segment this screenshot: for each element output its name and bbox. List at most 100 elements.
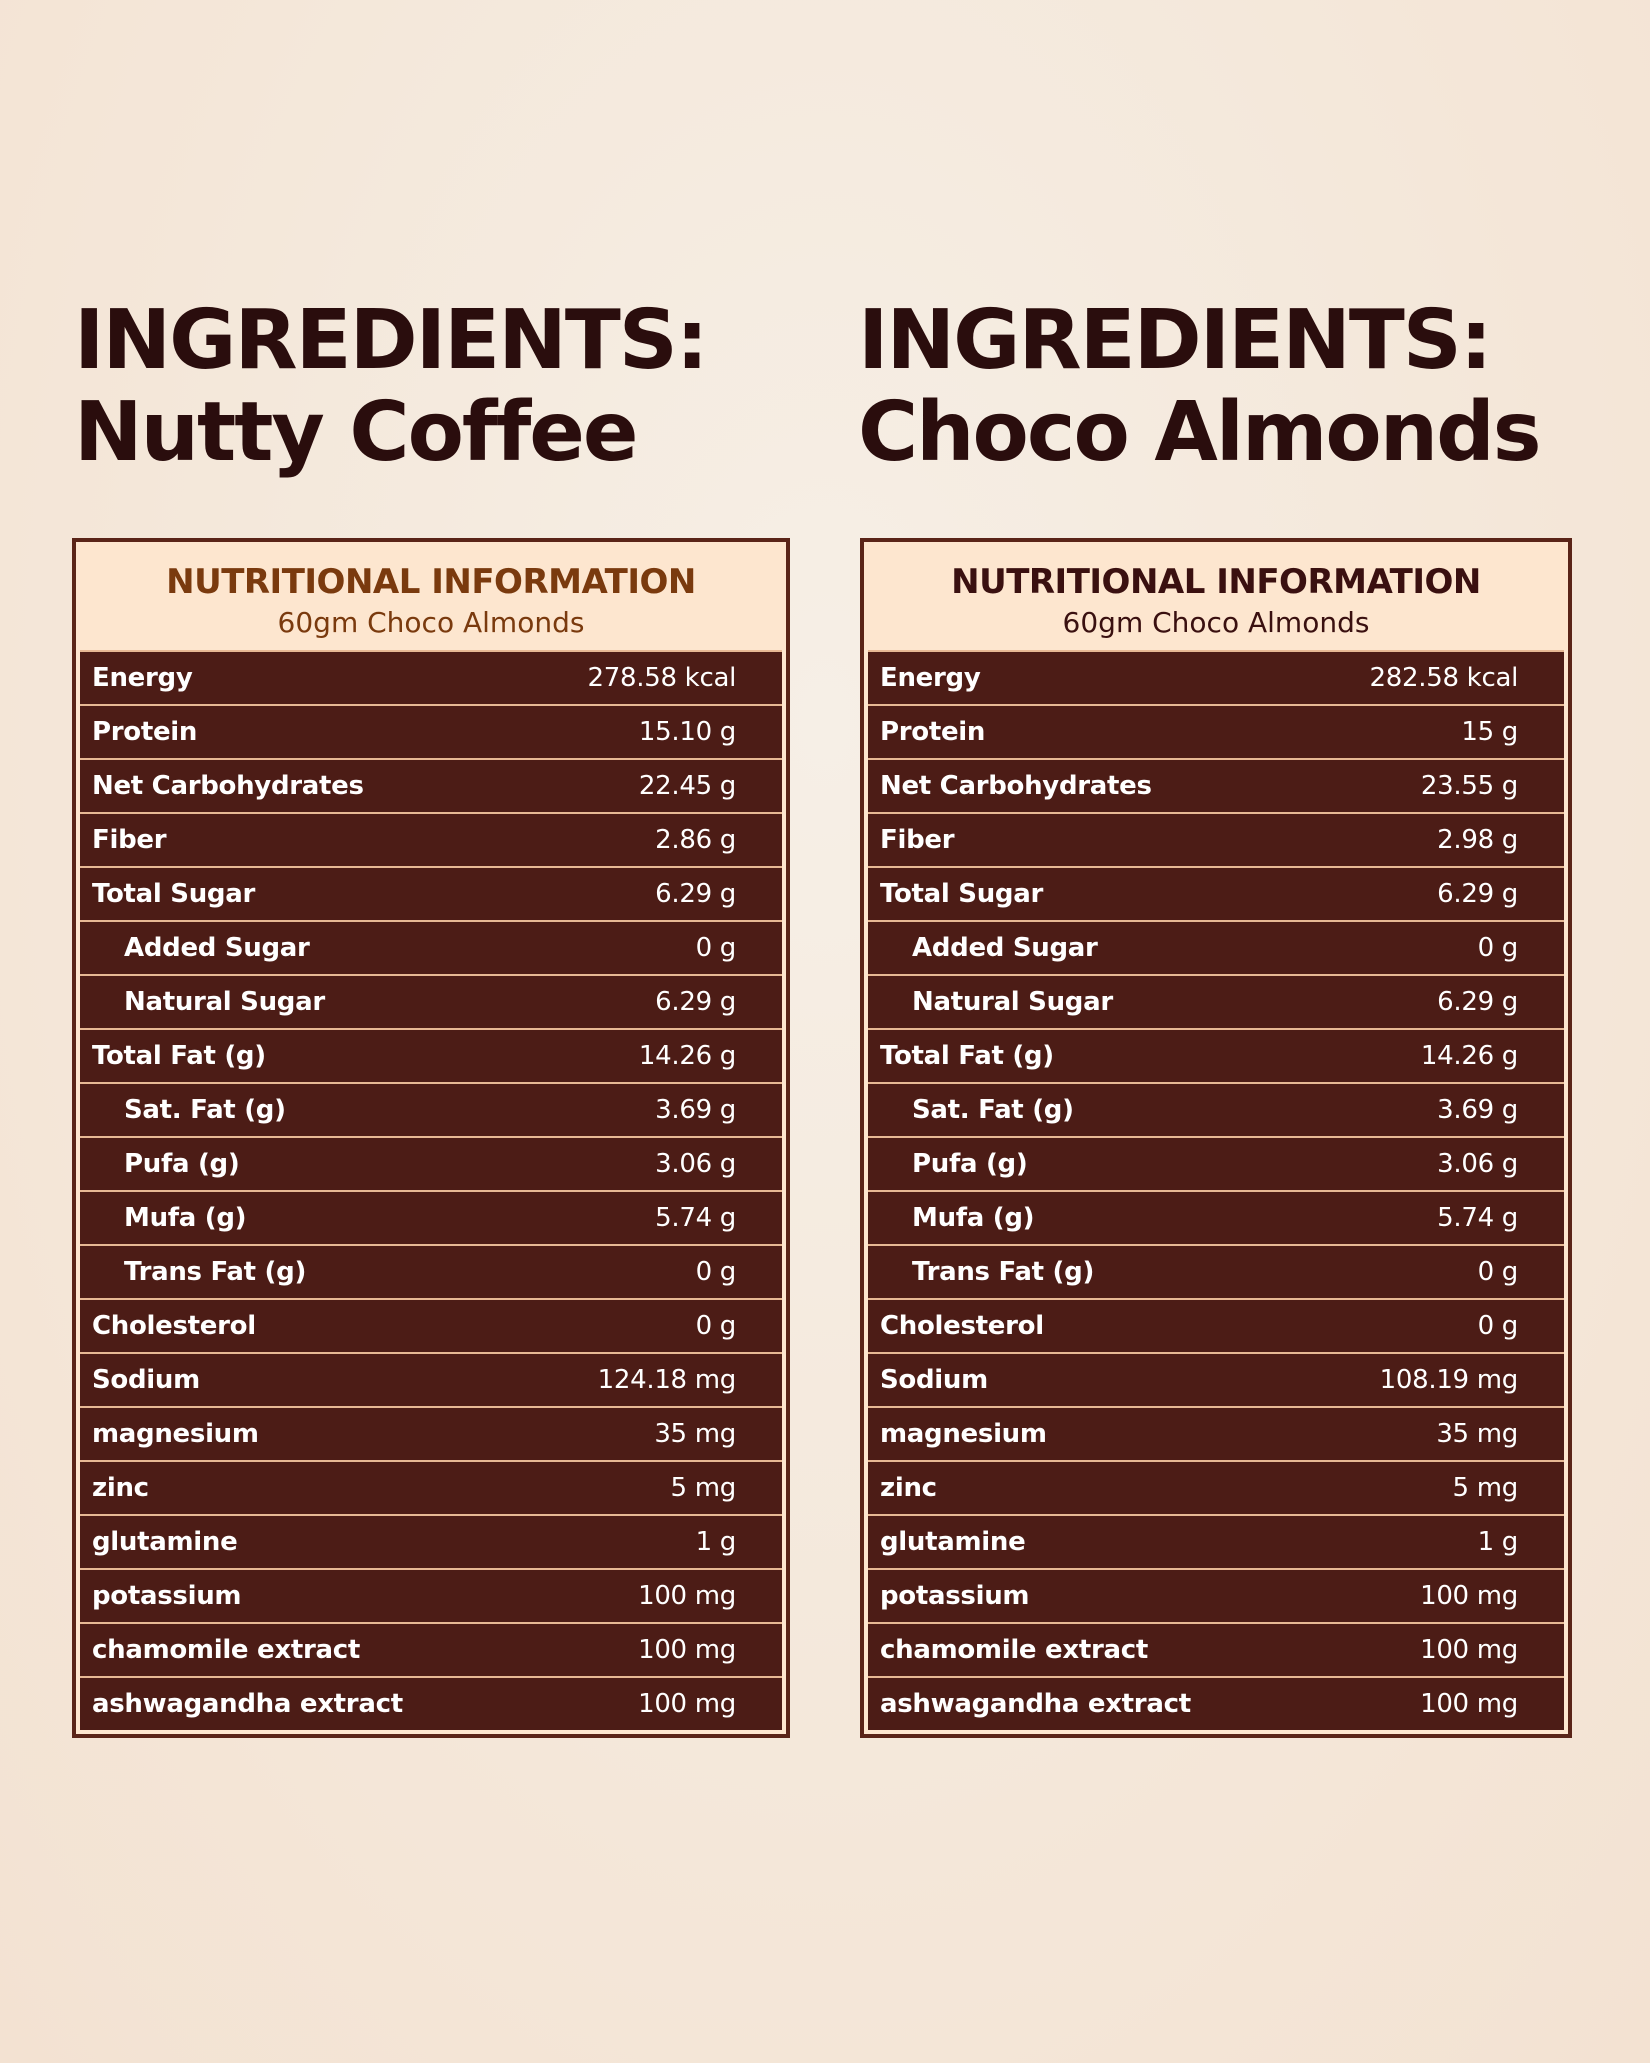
nutrient-value: 5 mg <box>670 1473 737 1503</box>
nutrient-value: 100 mg <box>1420 1635 1518 1665</box>
section-title: INGREDIENTS: Choco Almonds <box>858 295 1542 479</box>
nutrient-label: Total Sugar <box>880 879 1043 909</box>
table-row: Added Sugar 0 g <box>868 920 1564 974</box>
table-row: Energy 282.58 kcal <box>868 650 1564 704</box>
title-line-2: Nutty Coffee <box>74 385 638 480</box>
nutrient-label: Pufa (g) <box>912 1149 1028 1179</box>
nutrient-value: 5.74 g <box>655 1203 736 1233</box>
nutrient-label: glutamine <box>92 1527 238 1557</box>
nutrient-value: 3.69 g <box>1437 1095 1518 1125</box>
nutrient-value: 1 g <box>1477 1527 1519 1557</box>
table-row: Cholesterol 0 g <box>868 1298 1564 1352</box>
nutrient-label: Mufa (g) <box>124 1203 247 1233</box>
table-header: NUTRITIONAL INFORMATION 60gm Choco Almon… <box>868 546 1564 650</box>
nutrient-label: Net Carbohydrates <box>880 771 1152 801</box>
nutrient-label: Trans Fat (g) <box>124 1257 307 1287</box>
nutrient-label: ashwagandha extract <box>92 1689 403 1719</box>
nutrient-value: 5.74 g <box>1437 1203 1518 1233</box>
nutrient-label: chamomile extract <box>880 1635 1148 1665</box>
nutrient-value: 3.69 g <box>655 1095 736 1125</box>
nutrient-label: Sodium <box>880 1365 988 1395</box>
table-row: Pufa (g) 3.06 g <box>868 1136 1564 1190</box>
nutrient-value: 22.45 g <box>638 771 736 801</box>
nutrient-value: 100 mg <box>1420 1581 1518 1611</box>
nutrient-label: Energy <box>880 663 981 693</box>
nutrient-value: 14.26 g <box>1420 1041 1518 1071</box>
table-row: Cholesterol 0 g <box>80 1298 782 1352</box>
table-row: Sat. Fat (g) 3.69 g <box>80 1082 782 1136</box>
nutrient-value: 100 mg <box>638 1635 736 1665</box>
nutrient-label: Total Fat (g) <box>92 1041 266 1071</box>
table-row: Total Fat (g) 14.26 g <box>80 1028 782 1082</box>
nutrient-label: Sat. Fat (g) <box>912 1095 1074 1125</box>
table-subheading: 60gm Choco Almonds <box>277 606 585 639</box>
nutrient-value: 278.58 kcal <box>587 663 737 693</box>
table-row: Protein 15 g <box>868 704 1564 758</box>
table-row: potassium 100 mg <box>80 1568 782 1622</box>
nutrition-table: NUTRITIONAL INFORMATION 60gm Choco Almon… <box>860 538 1572 1738</box>
nutrient-label: chamomile extract <box>92 1635 360 1665</box>
table-row: Fiber 2.86 g <box>80 812 782 866</box>
nutrient-label: Fiber <box>880 825 955 855</box>
nutrient-value: 282.58 kcal <box>1369 663 1519 693</box>
table-row: Trans Fat (g) 0 g <box>80 1244 782 1298</box>
table-row: chamomile extract 100 mg <box>80 1622 782 1676</box>
section-title: INGREDIENTS: Nutty Coffee <box>74 293 709 480</box>
table-row: Net Carbohydrates 22.45 g <box>80 758 782 812</box>
nutrient-value: 6.29 g <box>1437 987 1518 1017</box>
nutrient-label: potassium <box>92 1581 242 1611</box>
nutrient-label: magnesium <box>92 1419 259 1449</box>
nutrient-label: Cholesterol <box>880 1311 1044 1341</box>
nutrient-label: ashwagandha extract <box>880 1689 1191 1719</box>
table-row: chamomile extract 100 mg <box>868 1622 1564 1676</box>
nutrient-value: 3.06 g <box>1437 1149 1518 1179</box>
table-heading: NUTRITIONAL INFORMATION <box>951 562 1481 602</box>
table-row: Mufa (g) 5.74 g <box>868 1190 1564 1244</box>
table-row: zinc 5 mg <box>868 1460 1564 1514</box>
table-row: Mufa (g) 5.74 g <box>80 1190 782 1244</box>
table-row: Sodium 124.18 mg <box>80 1352 782 1406</box>
nutrient-value: 6.29 g <box>1437 879 1518 909</box>
table-row: zinc 5 mg <box>80 1460 782 1514</box>
nutrient-label: Total Sugar <box>92 879 255 909</box>
nutrient-label: potassium <box>880 1581 1030 1611</box>
table-header: NUTRITIONAL INFORMATION 60gm Choco Almon… <box>80 546 782 650</box>
table-row: ashwagandha extract 100 mg <box>868 1676 1564 1730</box>
nutrient-label: Pufa (g) <box>124 1149 240 1179</box>
table-row: Added Sugar 0 g <box>80 920 782 974</box>
nutrient-label: Added Sugar <box>124 933 310 963</box>
nutrient-value: 100 mg <box>638 1581 736 1611</box>
nutrient-value: 100 mg <box>638 1689 736 1719</box>
nutrient-value: 0 g <box>1477 1257 1519 1287</box>
nutrient-label: Added Sugar <box>912 933 1098 963</box>
table-row: Net Carbohydrates 23.55 g <box>868 758 1564 812</box>
table-row: glutamine 1 g <box>80 1514 782 1568</box>
table-row: ashwagandha extract 100 mg <box>80 1676 782 1730</box>
nutrient-value: 2.98 g <box>1437 825 1518 855</box>
nutrient-label: zinc <box>92 1473 149 1503</box>
table-row: Sat. Fat (g) 3.69 g <box>868 1082 1564 1136</box>
nutrient-value: 35 mg <box>654 1419 736 1449</box>
table-heading: NUTRITIONAL INFORMATION <box>166 562 696 602</box>
table-row: glutamine 1 g <box>868 1514 1564 1568</box>
nutrient-label: Natural Sugar <box>912 987 1113 1017</box>
nutrient-label: Fiber <box>92 825 167 855</box>
nutrient-label: Protein <box>880 717 986 747</box>
nutrient-value: 0 g <box>695 933 737 963</box>
table-row: Total Sugar 6.29 g <box>80 866 782 920</box>
nutrient-value: 1 g <box>695 1527 737 1557</box>
nutrient-label: Energy <box>92 663 193 693</box>
table-row: magnesium 35 mg <box>868 1406 1564 1460</box>
nutrient-label: Trans Fat (g) <box>912 1257 1095 1287</box>
nutrient-label: zinc <box>880 1473 937 1503</box>
nutrient-value: 6.29 g <box>655 987 736 1017</box>
nutrient-value: 2.86 g <box>655 825 736 855</box>
nutrient-label: Sat. Fat (g) <box>124 1095 286 1125</box>
table-row: Energy 278.58 kcal <box>80 650 782 704</box>
nutrient-value: 124.18 mg <box>597 1365 737 1395</box>
table-row: Pufa (g) 3.06 g <box>80 1136 782 1190</box>
nutrient-value: 0 g <box>1477 933 1519 963</box>
title-line-1: INGREDIENTS: <box>74 293 709 388</box>
nutrient-value: 23.55 g <box>1420 771 1518 801</box>
nutrient-label: Net Carbohydrates <box>92 771 364 801</box>
